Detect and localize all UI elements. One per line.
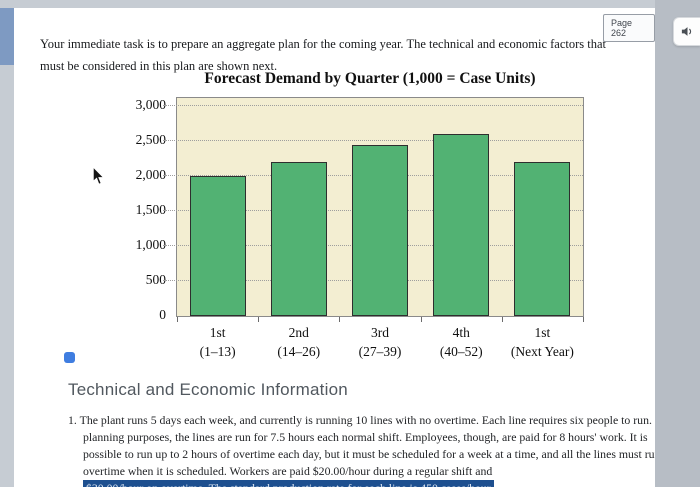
- bar-quarter-2: [270, 162, 327, 316]
- mouse-cursor-icon: [92, 166, 105, 185]
- document-page: Your immediate task is to prepare an agg…: [14, 8, 655, 487]
- gridline: [163, 105, 583, 106]
- y-axis-tick-label: 2,500: [135, 132, 166, 147]
- x-axis-tick: [177, 317, 178, 322]
- page-number-badge: Page 262: [603, 14, 655, 42]
- x-axis-category-label: 1st (1–13): [177, 323, 258, 361]
- chart-body: 0 500 1,000 1,500 2,000 2,500 3,000: [98, 97, 606, 322]
- chart-title: Forecast Demand by Quarter (1,000 = Case…: [204, 70, 536, 87]
- chart-plot: [163, 97, 584, 322]
- x-axis-category-label: 2nd (14–26): [258, 323, 339, 361]
- x-axis-label-line: 1st: [209, 325, 226, 340]
- y-axis-tick-label: 1,000: [135, 237, 166, 252]
- x-axis-tick: [420, 317, 422, 322]
- x-axis-label-line: (Next Year): [510, 344, 574, 359]
- bar-quarter-4: [433, 134, 490, 316]
- highlighted-text-selection: $30.00/hour on overtime. The standard pr…: [83, 480, 494, 487]
- y-axis-tick-label: 0: [159, 307, 166, 322]
- x-axis-label-line: 1st: [534, 325, 551, 340]
- y-axis-tick-label: 3,000: [135, 97, 166, 112]
- x-axis-tick: [501, 317, 503, 322]
- annotation-icon[interactable]: [64, 352, 75, 363]
- audio-button[interactable]: [673, 17, 700, 46]
- list-item-number: 1.: [68, 413, 77, 427]
- forecast-demand-chart: Forecast Demand by Quarter (1,000 = Case…: [98, 70, 606, 361]
- x-axis-label-line: (14–26): [277, 344, 321, 359]
- bar-quarter-3: [352, 144, 408, 316]
- x-axis-tick: [339, 317, 341, 322]
- app-background-strip: [655, 0, 700, 487]
- x-axis-label-line: 3rd: [371, 325, 389, 340]
- y-axis-tick-label: 2,000: [135, 167, 166, 182]
- chart-y-axis: 0 500 1,000 1,500 2,000 2,500 3,000: [98, 97, 176, 322]
- x-axis-label-line: (27–39): [358, 344, 402, 359]
- x-axis-tick: [583, 317, 584, 322]
- x-axis-category-label: 3rd (27–39): [339, 323, 420, 361]
- chart-x-axis: 1st (1–13) 2nd (14–26) 3rd (27–39) 4th (40–52) 1…: [177, 323, 583, 361]
- x-axis-category-label: 4th (40–52): [421, 323, 502, 361]
- list-item-1: 1. The plant runs 5 days each week, and …: [68, 412, 655, 480]
- intro-paragraph: Your immediate task is to prepare an agg…: [40, 36, 607, 73]
- section-heading: Technical and Economic Information: [68, 380, 348, 399]
- bar-quarter-1: [189, 176, 246, 316]
- x-axis-label-line: 2nd: [288, 325, 309, 340]
- list-item-text: The plant runs 5 days each week, and cur…: [79, 413, 655, 478]
- x-axis-category-label: 1st (Next Year): [502, 323, 583, 361]
- x-axis-label-line: 4th: [452, 325, 470, 340]
- x-axis-label-line: (1–13): [199, 344, 236, 359]
- y-axis-tick-label: 500: [145, 272, 166, 287]
- y-axis-tick-label: 1,500: [135, 202, 166, 217]
- gridline: [163, 140, 583, 141]
- corner-accent: [0, 8, 14, 65]
- bar-quarter-5: [514, 162, 571, 316]
- x-axis-tick: [258, 317, 260, 322]
- speaker-icon: [681, 27, 691, 36]
- x-axis-label-line: (40–52): [439, 344, 483, 359]
